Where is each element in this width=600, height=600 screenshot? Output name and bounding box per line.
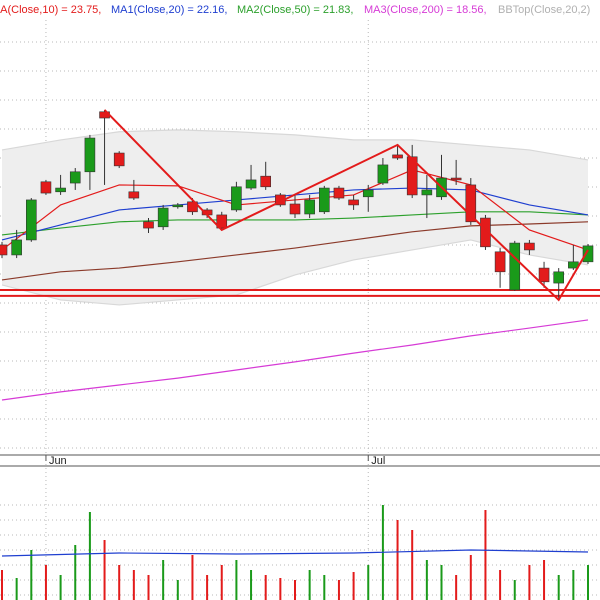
legend-entry: MA1(Close,20) = 22.16, (111, 4, 227, 16)
candle-body (55, 187, 66, 193)
volume-bar (206, 575, 209, 600)
legend-entry: MA2(Close,50) = 21.83, (237, 4, 353, 16)
candle-body (143, 221, 154, 229)
volume-bar (513, 580, 516, 600)
volume-average (1, 549, 589, 557)
volume-bar (279, 578, 282, 600)
candle-body (348, 199, 359, 206)
candle-body (69, 171, 81, 184)
candle-body (582, 245, 594, 263)
volume-bar (191, 555, 194, 600)
volume-bar (264, 575, 267, 600)
volume-bar (235, 560, 238, 600)
x-tick-label: Jun (49, 455, 67, 467)
volume-bar (411, 530, 414, 600)
volume-bar (484, 510, 487, 600)
candle-body (304, 199, 315, 215)
volume-bar (337, 580, 340, 600)
volume-bar (440, 565, 443, 600)
volume-bar (147, 575, 150, 600)
candle-body (113, 152, 125, 167)
legend-entry: MA(Close,10) = 23.75, (0, 4, 101, 16)
candle-body (465, 184, 477, 223)
volume-bar (30, 550, 33, 600)
candle-body (553, 271, 565, 284)
candle-body (157, 207, 169, 228)
volume-bar (396, 520, 399, 600)
volume-bar (162, 560, 165, 600)
volume-bar (118, 565, 121, 600)
x-tick-label: Jul (371, 455, 385, 467)
volume-bar (572, 570, 575, 600)
volume-bar (323, 575, 326, 600)
volume-bar (176, 580, 179, 600)
volume-bar (455, 575, 458, 600)
candle-body (84, 137, 96, 173)
volume-bar (220, 565, 223, 600)
volume-bar (469, 555, 472, 600)
volume-bar (528, 565, 531, 600)
volume-bar (15, 578, 18, 600)
candle-body (172, 204, 184, 208)
volume-bar (543, 560, 546, 600)
legend-entry: BBTop(Close,20,2) (498, 4, 590, 16)
indicator-line (1, 129, 589, 161)
candle-body (494, 251, 506, 273)
legend-background (0, 0, 600, 20)
indicator-line (1, 211, 589, 236)
volume-bar (352, 572, 355, 600)
candle-body (187, 201, 198, 213)
candle-body (11, 239, 22, 256)
candle-body (421, 189, 433, 196)
candle-body (392, 154, 403, 159)
candle-body (538, 267, 550, 283)
volume-bar (294, 580, 296, 600)
volume-bar (132, 570, 135, 600)
candle-body (40, 181, 52, 194)
volume-bar (250, 570, 253, 600)
candle-body (318, 187, 330, 213)
volume-bar (557, 575, 560, 600)
candle-body (289, 203, 301, 215)
zigzag-line (103, 109, 589, 302)
candle-body (231, 186, 242, 211)
candle-body (480, 217, 491, 248)
volume-bar (103, 540, 106, 600)
indicator-line (1, 319, 589, 401)
candle-body (245, 179, 257, 189)
volume-bar (308, 570, 311, 600)
candle-body (128, 191, 140, 199)
candle-body (260, 175, 272, 188)
candle-body (0, 244, 8, 256)
candle-body (450, 177, 462, 181)
candle-body (216, 214, 228, 229)
candle-body (333, 187, 345, 199)
volume-bar (44, 565, 47, 600)
candle-body (25, 199, 37, 241)
volume-bar (367, 565, 370, 600)
candle-body (406, 156, 418, 196)
volume-bar (59, 575, 62, 600)
legend-entry: MA3(Close,200) = 18.56, (364, 4, 487, 16)
candle-body (524, 242, 535, 251)
candle-body (509, 242, 521, 291)
volume-bar (74, 545, 77, 600)
volume-bar (1, 570, 3, 600)
candle-body (377, 164, 389, 184)
volume-bar (499, 570, 502, 600)
volume-bar (88, 512, 91, 600)
candle-body (362, 189, 374, 198)
volume-bar (587, 565, 589, 600)
volume-bar (425, 560, 428, 600)
